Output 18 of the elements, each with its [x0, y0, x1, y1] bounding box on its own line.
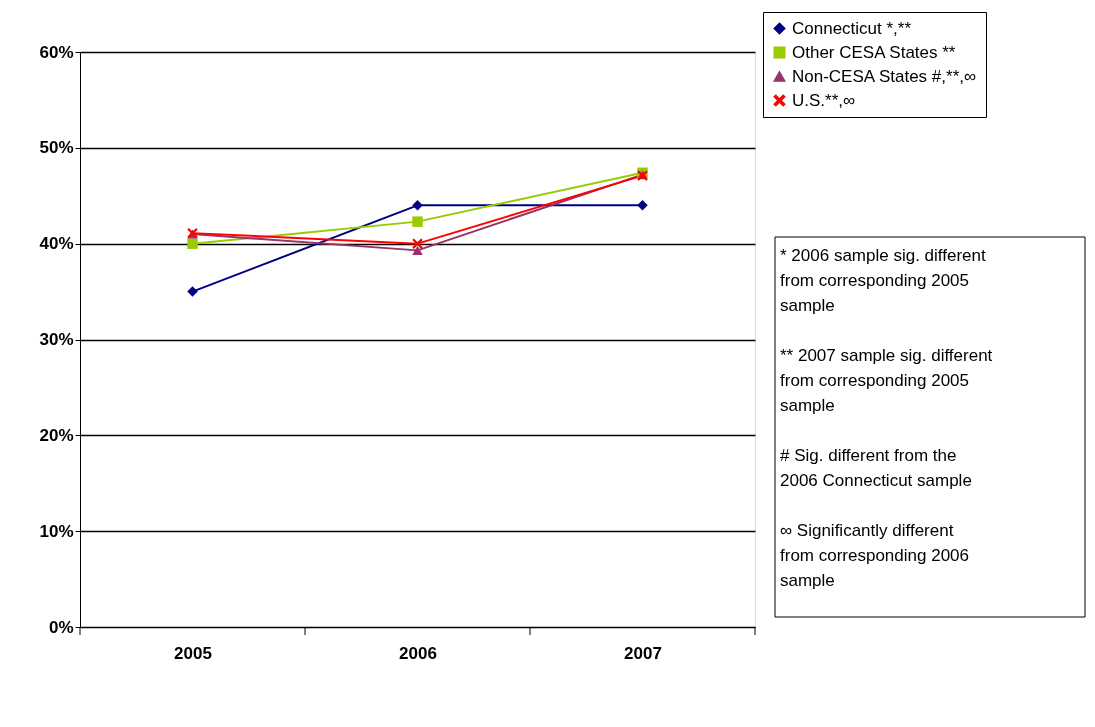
- y-tick-label: 40%: [39, 234, 74, 254]
- y-tick-label: 30%: [39, 330, 74, 349]
- legend-label: U.S.**,∞: [792, 90, 856, 110]
- legend-label: Other CESA States **: [792, 42, 956, 62]
- y-tick-label: 0%: [48, 617, 74, 637]
- text: * 2006 sample sig. different from corresponding 2005 sample: [780, 246, 986, 315]
- y-tick-label: 60%: [39, 42, 74, 62]
- y-tick-label: 10%: [39, 521, 74, 541]
- text: ** 2007 sample sig. different from corresponding 2005 sample: [780, 346, 993, 415]
- legend-label: Non-CESA States #,**,∞: [792, 66, 977, 86]
- text: # Sig. different from the 2006 Connecticut sample: [780, 446, 972, 490]
- legend-label: Connecticut *,**: [792, 18, 912, 38]
- x-tick-label: 2006: [399, 643, 437, 663]
- x-tick-label: 2005: [174, 643, 212, 663]
- y-tick-label: 50%: [39, 138, 74, 158]
- text: ∞ Significantly different from corresponding 2006 sample: [780, 521, 970, 590]
- y-tick-label: 20%: [39, 425, 74, 445]
- x-tick-label: 2007: [624, 643, 662, 663]
